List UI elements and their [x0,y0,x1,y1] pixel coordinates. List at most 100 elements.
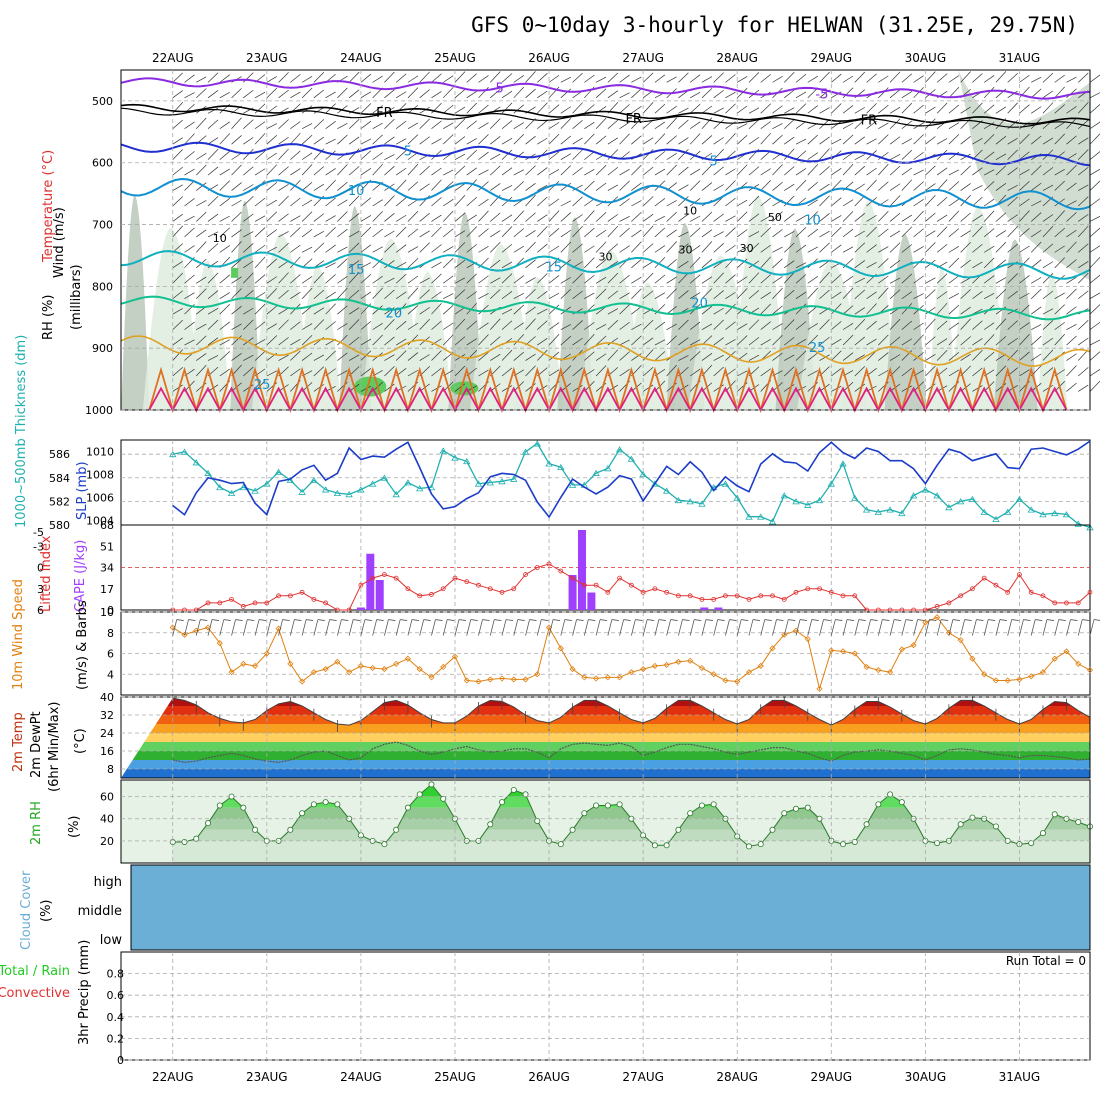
wind-barb [654,133,666,145]
li-point [605,589,611,595]
wind-barb [772,246,783,253]
wind-barb [419,136,430,145]
wind-barb [478,122,489,130]
wind-barb [1019,257,1030,269]
wind10m-barb [1093,619,1100,621]
wind-barb [360,338,372,346]
wind-barb [466,302,477,315]
wind-barb [619,168,630,176]
wind-barb [337,276,348,284]
rh2m-point [1051,811,1058,818]
rh2m-point [181,838,188,845]
wind-barb [442,228,454,238]
wind-barb [266,288,278,299]
wind10m-barb [960,619,966,636]
date-label-top: 30AUG [905,51,947,65]
wind-barb [360,103,372,114]
isotherm-label: 5 [404,144,412,159]
wind-barb [983,86,995,99]
wind-barb [1030,165,1042,176]
wind-barb [1066,306,1077,315]
wind10m-point [945,629,952,636]
rh2m-point [957,821,964,828]
wind-barb [337,181,348,191]
rh-shade [557,217,594,410]
wind-barb [266,164,278,176]
wind-barb [231,117,242,129]
wind-barb [948,257,960,269]
wind-barb [1054,257,1065,269]
wind-barb [1077,225,1089,238]
wind-barb [172,225,184,238]
wind-barb [431,273,442,284]
wind-barb [995,153,1007,160]
wind-barb [595,135,607,145]
wind-barb [748,337,760,346]
wind-barb [1054,151,1065,160]
rh2m-point [875,801,882,808]
wind-barb [772,123,783,130]
wind-barb [537,226,548,238]
li-point [1017,572,1022,577]
wind-barb [737,370,748,377]
wind-barb [1019,245,1030,253]
wind-barb [642,384,654,392]
wind-barb [701,353,713,361]
wind10m-barb [447,619,455,621]
wind-barb [666,276,677,284]
wind-barb [936,179,948,191]
ylabel-rh: RH (%) [41,295,56,340]
rh2m-point [687,810,694,817]
wind-barb [196,229,207,238]
wind-barb [172,137,183,145]
wind-barb [1031,324,1042,330]
wind-barb [196,323,207,330]
wind-barb [348,289,360,299]
wind-barb [925,118,936,129]
rh-shade [884,234,927,410]
li-point [417,593,423,599]
thickness-point [886,506,894,513]
precip-tick-label: 0.8 [107,968,125,981]
isotherm-line [120,107,1091,128]
wind-barb [1007,90,1018,99]
wind10m-barb [717,619,725,621]
wind-barb [748,136,760,145]
wind-barb [431,167,442,176]
wind-barb [525,365,536,377]
thickness-point [745,513,753,520]
wind10m-barb [913,619,918,636]
wind-barb [419,354,430,361]
cape-bar [366,553,375,610]
wind-barb [936,320,948,330]
wind-barb [913,322,924,330]
wind10m-point [898,646,905,653]
wind-barb [1019,334,1030,346]
wind-barb [431,338,442,346]
wind-barb [1089,151,1100,160]
wind-barb [443,199,454,207]
wind-barb [560,277,571,284]
rh2m-point [499,799,506,806]
wind-barb [1066,182,1077,191]
wind-barb [760,168,771,176]
wind-barb [595,241,607,253]
wind-barb [1089,133,1100,145]
wind-barb [313,242,325,253]
wind10m-barb [835,619,843,621]
wind10m-barb [400,619,408,621]
wind-barb [490,118,501,129]
wind10m-barb [736,619,742,636]
wind-barb [819,242,830,253]
wind-barb [819,319,830,330]
thickness-point [486,479,494,486]
wind-barb [831,303,842,315]
wind10m-barb [619,619,624,636]
thickness-point [733,494,741,501]
thickness-point [380,474,389,481]
wind-barb [854,242,866,253]
wind-barb [713,272,724,284]
wind10m-point [193,627,200,634]
wind-barb [478,104,489,114]
wind-barb [831,91,842,99]
